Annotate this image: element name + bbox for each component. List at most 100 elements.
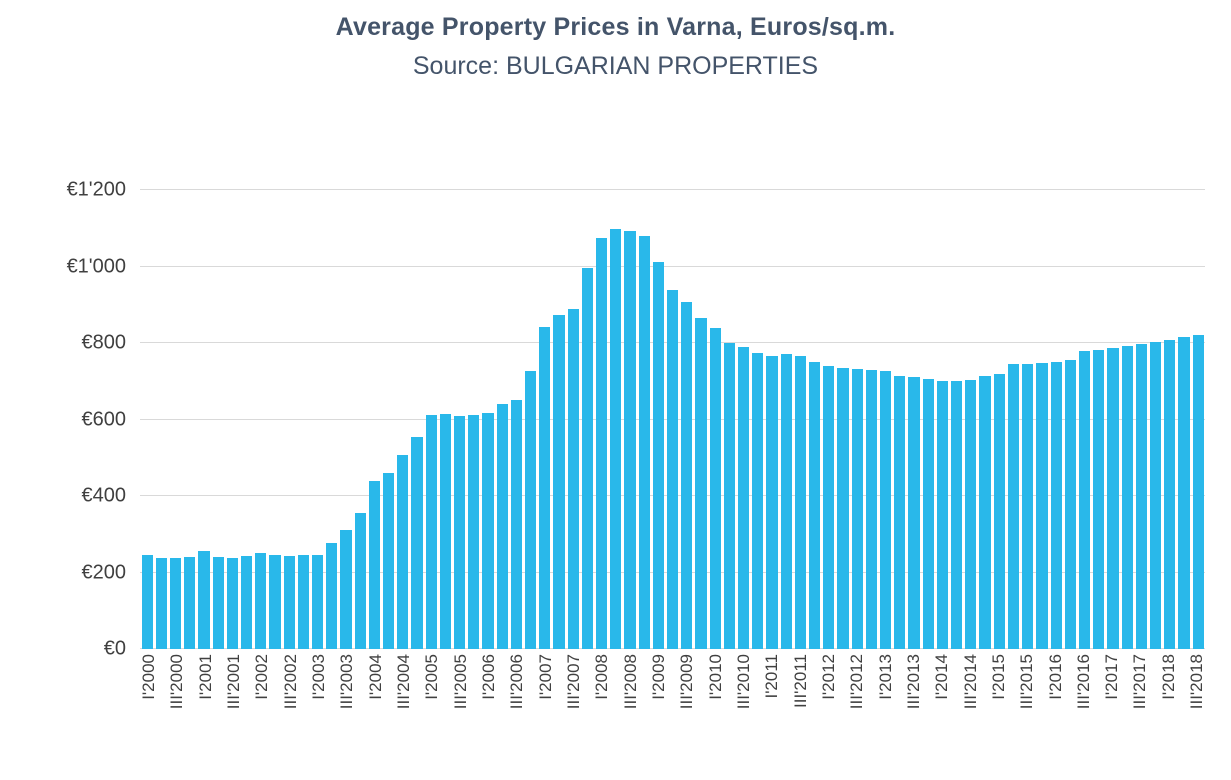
- x-slot: I'2018: [1159, 654, 1178, 776]
- chart-subtitle: Source: BULGARIAN PROPERTIES: [412, 52, 819, 80]
- x-slot: [185, 654, 196, 776]
- chart-title: Average Property Prices in Varna, Euros/…: [335, 13, 896, 41]
- bar: [794, 355, 807, 649]
- x-slot: III'2001: [224, 654, 243, 776]
- x-slot: III'2003: [337, 654, 356, 776]
- x-slot: I'2010: [706, 654, 725, 776]
- bar: [155, 557, 167, 649]
- bar: [141, 555, 153, 649]
- bar: [510, 399, 522, 649]
- x-axis-tick-label: III'2008: [620, 654, 640, 710]
- x-slot: III'2017: [1130, 654, 1150, 776]
- bar: [922, 379, 934, 649]
- bar: [1135, 344, 1147, 649]
- x-slot: III'2006: [507, 654, 526, 776]
- y-axis-tick-label: €200: [81, 561, 127, 584]
- bar: [198, 550, 210, 649]
- x-slot: III'2016: [1073, 654, 1093, 776]
- bar: [524, 370, 537, 649]
- x-slot: I'2005: [422, 654, 441, 776]
- x-slot: I'2009: [648, 654, 668, 776]
- bar: [453, 416, 466, 649]
- bar: [1149, 341, 1162, 649]
- x-slot: III'2011: [791, 654, 810, 776]
- x-axis-tick-label: III'2015: [1017, 654, 1037, 710]
- bar: [837, 367, 849, 649]
- bar: [1192, 334, 1204, 649]
- bar: [936, 381, 949, 649]
- bar: [738, 346, 750, 649]
- x-slot: I'2016: [1045, 654, 1065, 776]
- x-axis-tick-label: III'2004: [393, 654, 413, 710]
- x-slot: I'2013: [875, 654, 895, 776]
- x-slot: III'2007: [564, 654, 583, 776]
- x-slot: [440, 654, 451, 776]
- bar: [1107, 347, 1119, 649]
- x-axis-tick-label: I'2012: [818, 654, 838, 700]
- bar: [326, 543, 338, 649]
- bar: [823, 365, 835, 649]
- x-axis-tick-label: I'2015: [988, 654, 1008, 700]
- bar: [865, 369, 878, 649]
- x-axis-tick-label: I'2004: [365, 654, 385, 700]
- x-slot: [270, 654, 281, 776]
- x-axis-tick-label: I'2006: [478, 654, 498, 700]
- y-axis-tick-label: €600: [81, 408, 127, 430]
- x-axis-tick-label: I'2007: [535, 654, 555, 700]
- x-slot: [695, 654, 706, 776]
- bar: [951, 381, 963, 649]
- x-slot: III'2013: [903, 654, 923, 776]
- x-axis-tick-label: I'2017: [1102, 654, 1122, 700]
- bar: [766, 356, 778, 649]
- y-axis-tick-label: €400: [81, 484, 127, 507]
- x-slot: I'2011: [762, 654, 782, 776]
- plot-area: €0 €200 €400 €600 €800 €1'000 €1'200 I'2000 III…: [67, 179, 1207, 710]
- x-slot: [950, 654, 961, 776]
- x-axis-tick-label: III'2013: [903, 654, 923, 710]
- bar: [681, 301, 693, 649]
- x-axis-tick-label: III'2016: [1073, 654, 1093, 710]
- bar: [652, 261, 665, 649]
- bar: [482, 412, 494, 649]
- x-slot: [610, 654, 621, 776]
- x-slot: III'2010: [734, 654, 753, 776]
- bar: [1093, 349, 1105, 649]
- bar: [283, 555, 295, 649]
- bar: [553, 315, 565, 649]
- x-axis-tick-label: III'2017: [1130, 654, 1150, 710]
- x-slot: [525, 654, 536, 776]
- x-axis-tick-label: I'2008: [592, 654, 612, 700]
- bar: [908, 377, 920, 649]
- x-axis-tick-label: I'2002: [252, 654, 272, 700]
- bar: [397, 455, 409, 649]
- bar: [539, 326, 551, 649]
- bar: [184, 557, 196, 649]
- bar: [894, 375, 906, 649]
- bar: [780, 354, 792, 649]
- y-axis-tick-label: €1'200: [66, 178, 126, 201]
- x-axis-tick-label: I'2016: [1045, 654, 1065, 700]
- x-axis-tick-label: III'2009: [677, 654, 697, 710]
- x-axis-tick-label: I'2009: [648, 654, 668, 700]
- bar: [411, 437, 423, 649]
- x-axis-tick-label: III'2000: [167, 654, 187, 710]
- x-axis-tick-label: III'2012: [847, 654, 867, 710]
- bar-series: [140, 190, 1205, 649]
- x-slot: I'2008: [592, 654, 612, 776]
- bar: [965, 380, 977, 649]
- x-slot: [780, 654, 791, 776]
- x-slot: III'2002: [281, 654, 300, 776]
- x-axis-labels: I'2000 III'2000 I'2001 III'2001 I'2002 III'20…: [139, 654, 1206, 776]
- bar: [581, 268, 593, 649]
- bar: [212, 556, 224, 649]
- x-slot: I'2007: [535, 654, 555, 776]
- x-slot: I'2001: [196, 654, 215, 776]
- x-axis-tick-label: I'2003: [308, 654, 328, 700]
- x-axis-tick-label: I'2011: [762, 654, 782, 699]
- bar: [1164, 339, 1176, 649]
- bar: [1036, 362, 1048, 649]
- bar: [1022, 364, 1034, 649]
- x-axis-tick-label: I'2013: [875, 654, 895, 700]
- bar: [1121, 346, 1133, 649]
- x-axis-tick-label: I'2000: [139, 654, 158, 700]
